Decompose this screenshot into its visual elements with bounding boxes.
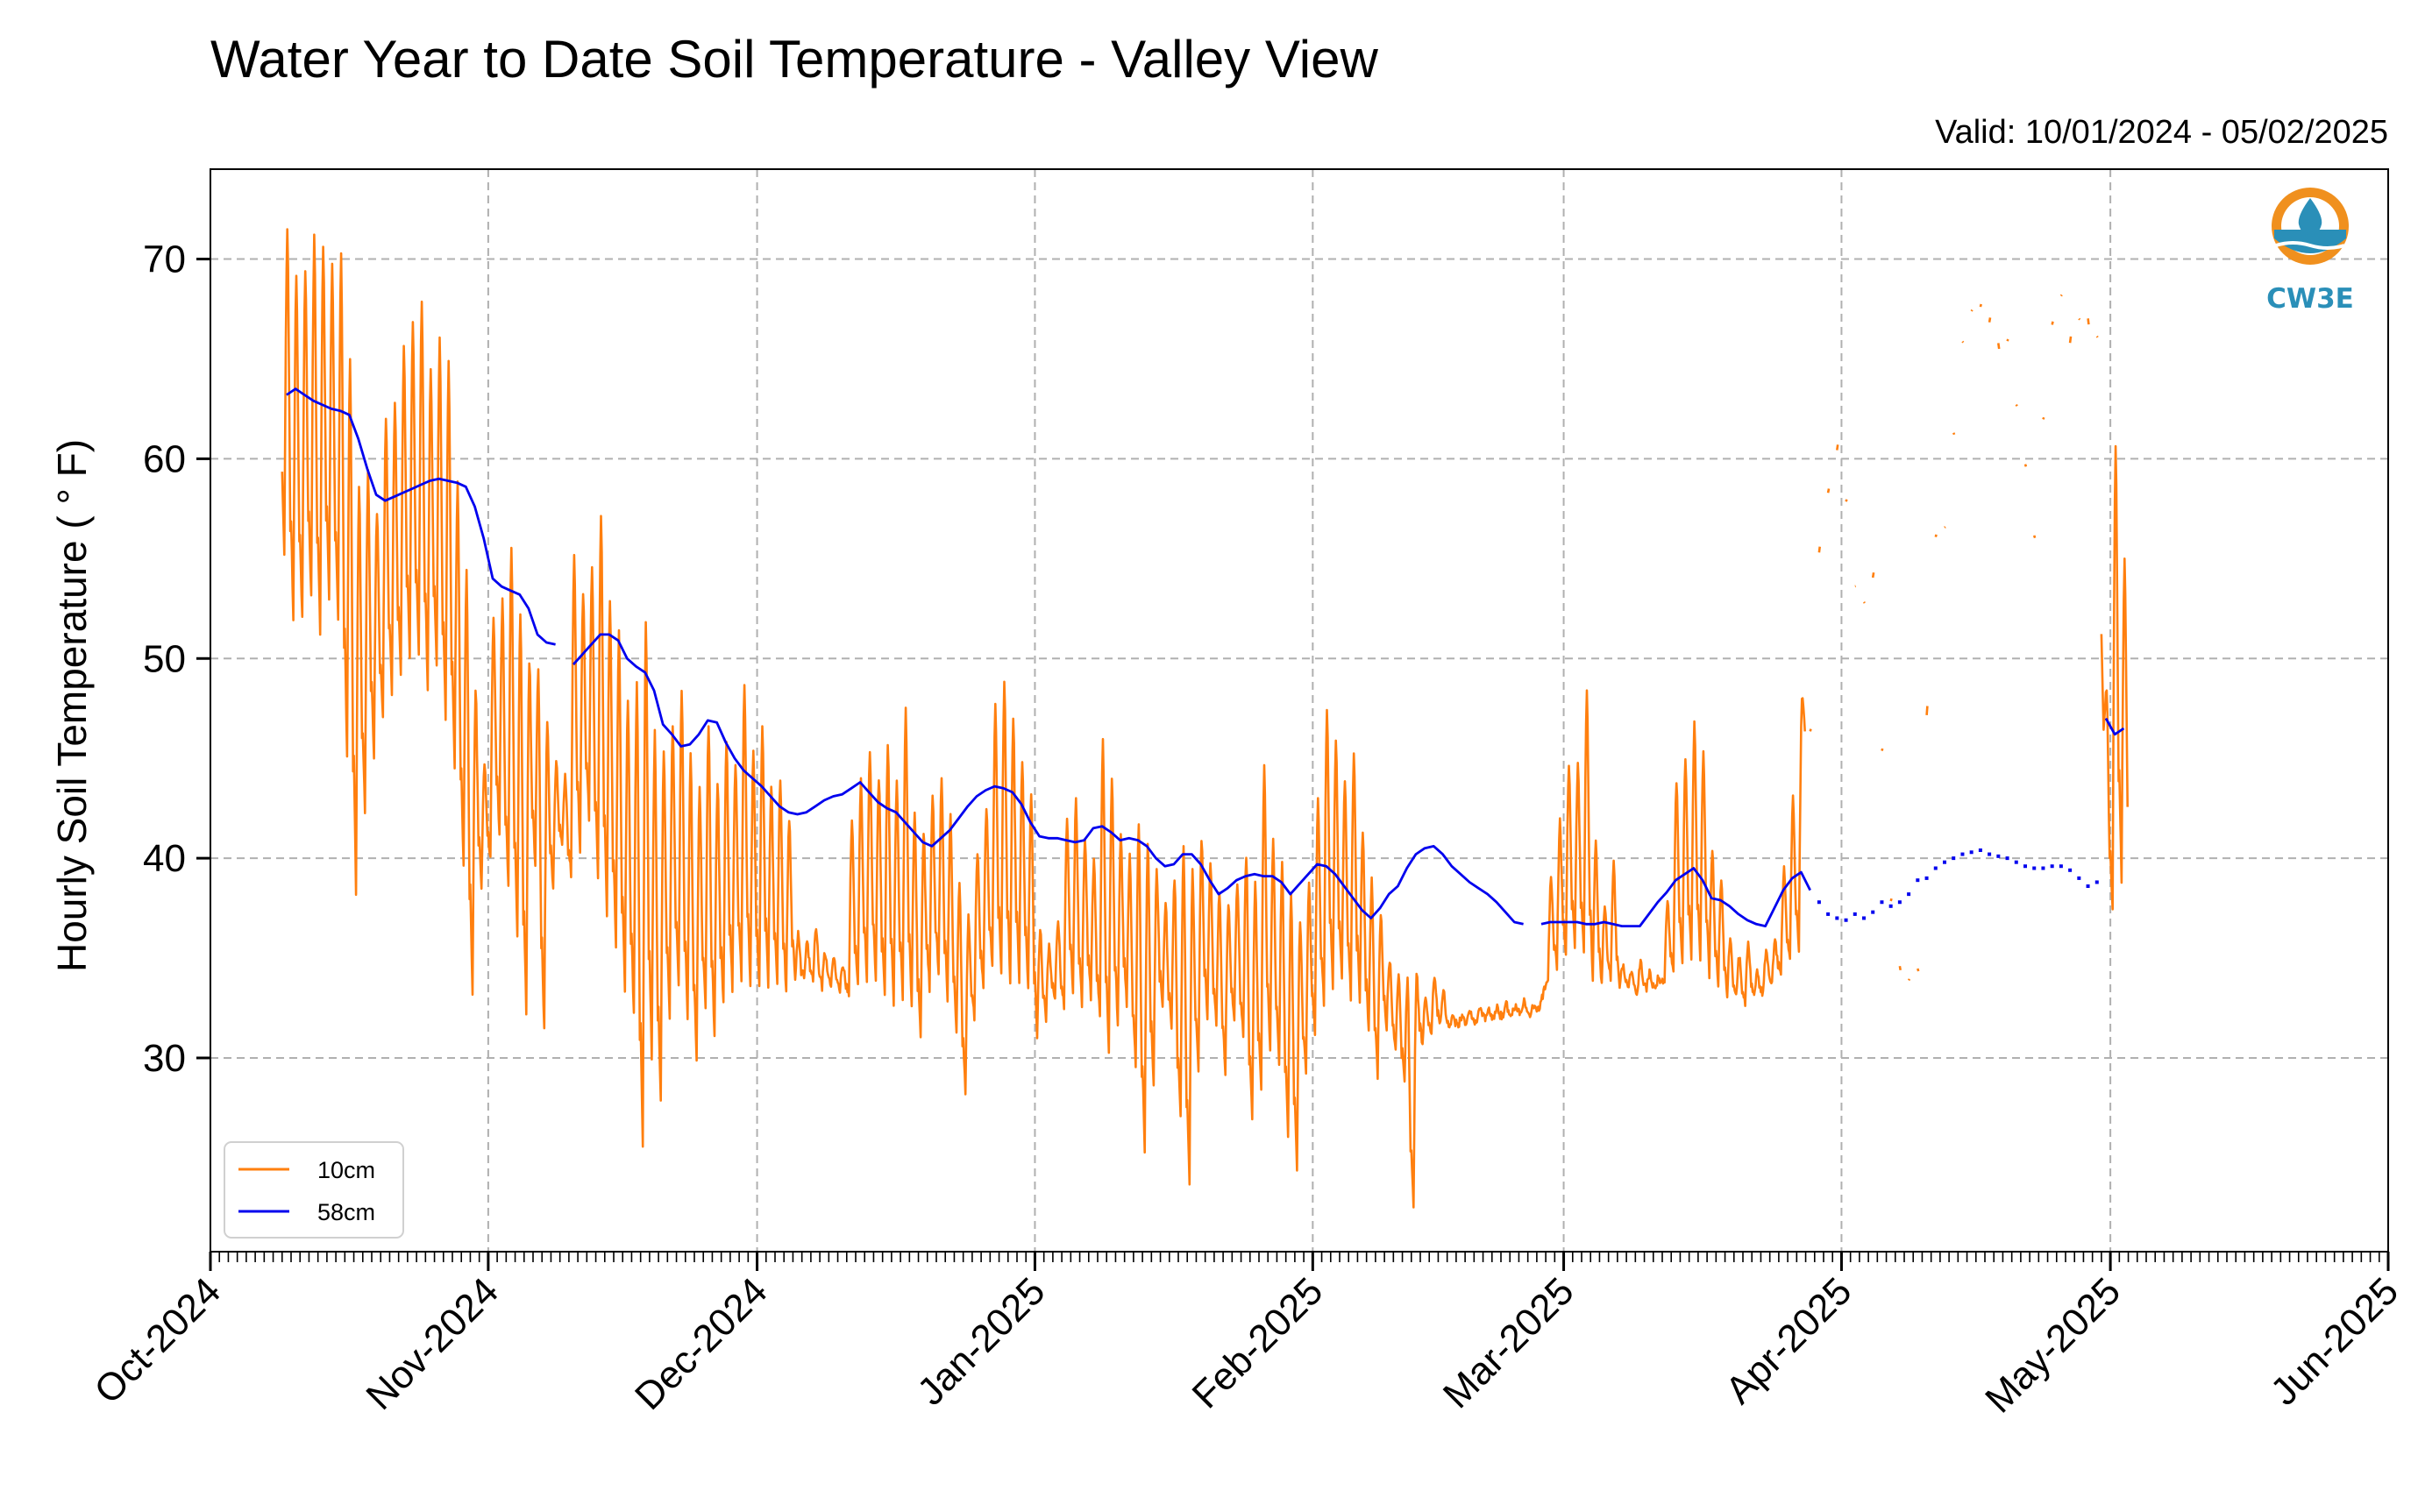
point-58cm [1862,916,1866,920]
x-tick-label: Oct-2024 [86,1269,229,1412]
point-58cm [2068,868,2073,872]
plot-frame [210,168,2389,1253]
point-58cm [1888,904,1893,908]
point-58cm [1933,866,1938,870]
plot-series [281,228,2129,1209]
x-minor-tick-marks [210,1252,2389,1262]
x-tick-label: May-2025 [1977,1269,2129,1421]
point-58cm [2023,864,2027,869]
legend: 10cm 58cm [224,1141,404,1239]
point-58cm [2041,866,2045,870]
line-58cm [286,387,2125,927]
line-10cm [281,228,2129,1209]
legend-box [224,1141,404,1239]
x-minor-ticks [210,1252,2389,1262]
point-58cm [2094,880,2099,884]
point-58cm [1996,854,2001,858]
legend-label-58cm: 58cm [317,1199,375,1225]
point-58cm [1880,900,1884,905]
point-58cm [2005,856,2009,861]
point-58cm [2059,864,2063,869]
y-tick-label: 60 [143,437,186,480]
point-58cm [2086,884,2090,889]
point-58cm [1969,850,1974,855]
series-58cm [286,387,2125,927]
point-58cm [1826,912,1831,916]
y-tick-label: 50 [143,637,186,680]
y-axis-ticks: 30 40 50 60 70 [143,238,210,1080]
point-58cm [1978,848,1982,853]
point-58cm [1853,912,1857,916]
point-58cm [1924,876,1929,880]
point-58cm [2032,866,2037,870]
valid-date-range: Valid: 10/01/2024 - 05/02/2025 [1935,114,2388,151]
grid-lines [210,169,2388,1252]
point-58cm [1960,852,1965,856]
series-10cm [281,228,2129,1209]
cw3e-logo-icon: CW3E [2266,188,2354,315]
point-58cm [2014,860,2018,864]
chart-title: Water Year to Date Soil Temperature - Va… [210,30,1378,89]
y-axis-label: Hourly Soil Temperature ( ° F) [49,439,95,972]
x-tick-label: Feb-2025 [1184,1269,1332,1416]
point-58cm [1907,892,1911,897]
point-58cm [2077,876,2081,880]
point-58cm [1844,918,1848,922]
x-tick-label: Nov-2024 [358,1269,507,1418]
x-tick-label: Mar-2025 [1435,1269,1582,1416]
point-58cm [1871,910,1875,914]
point-58cm [1835,916,1839,920]
point-58cm [1916,878,1920,883]
logo-drop [2298,198,2322,235]
legend-label-10cm: 10cm [317,1157,375,1183]
y-tick-label: 40 [143,837,186,880]
point-58cm [1952,856,1956,861]
logo-wave-line [2275,241,2345,250]
x-axis-ticks: Oct-2024 Nov-2024 Dec-2024 Jan-2025 Feb-2025… [86,1252,2407,1421]
x-tick-label: Jun-2025 [2263,1269,2407,1413]
point-58cm [1817,900,1821,905]
x-tick-label: Jan-2025 [909,1269,1053,1413]
point-58cm [1897,900,1902,905]
y-tick-label: 70 [143,238,186,281]
x-tick-label: Dec-2024 [627,1269,776,1418]
point-58cm [1988,852,1992,856]
logo-text: CW3E [2266,283,2354,315]
y-tick-label: 30 [143,1037,186,1080]
point-58cm [2050,864,2054,869]
point-58cm [1943,860,1946,864]
x-tick-label: Apr-2025 [1717,1269,1860,1412]
